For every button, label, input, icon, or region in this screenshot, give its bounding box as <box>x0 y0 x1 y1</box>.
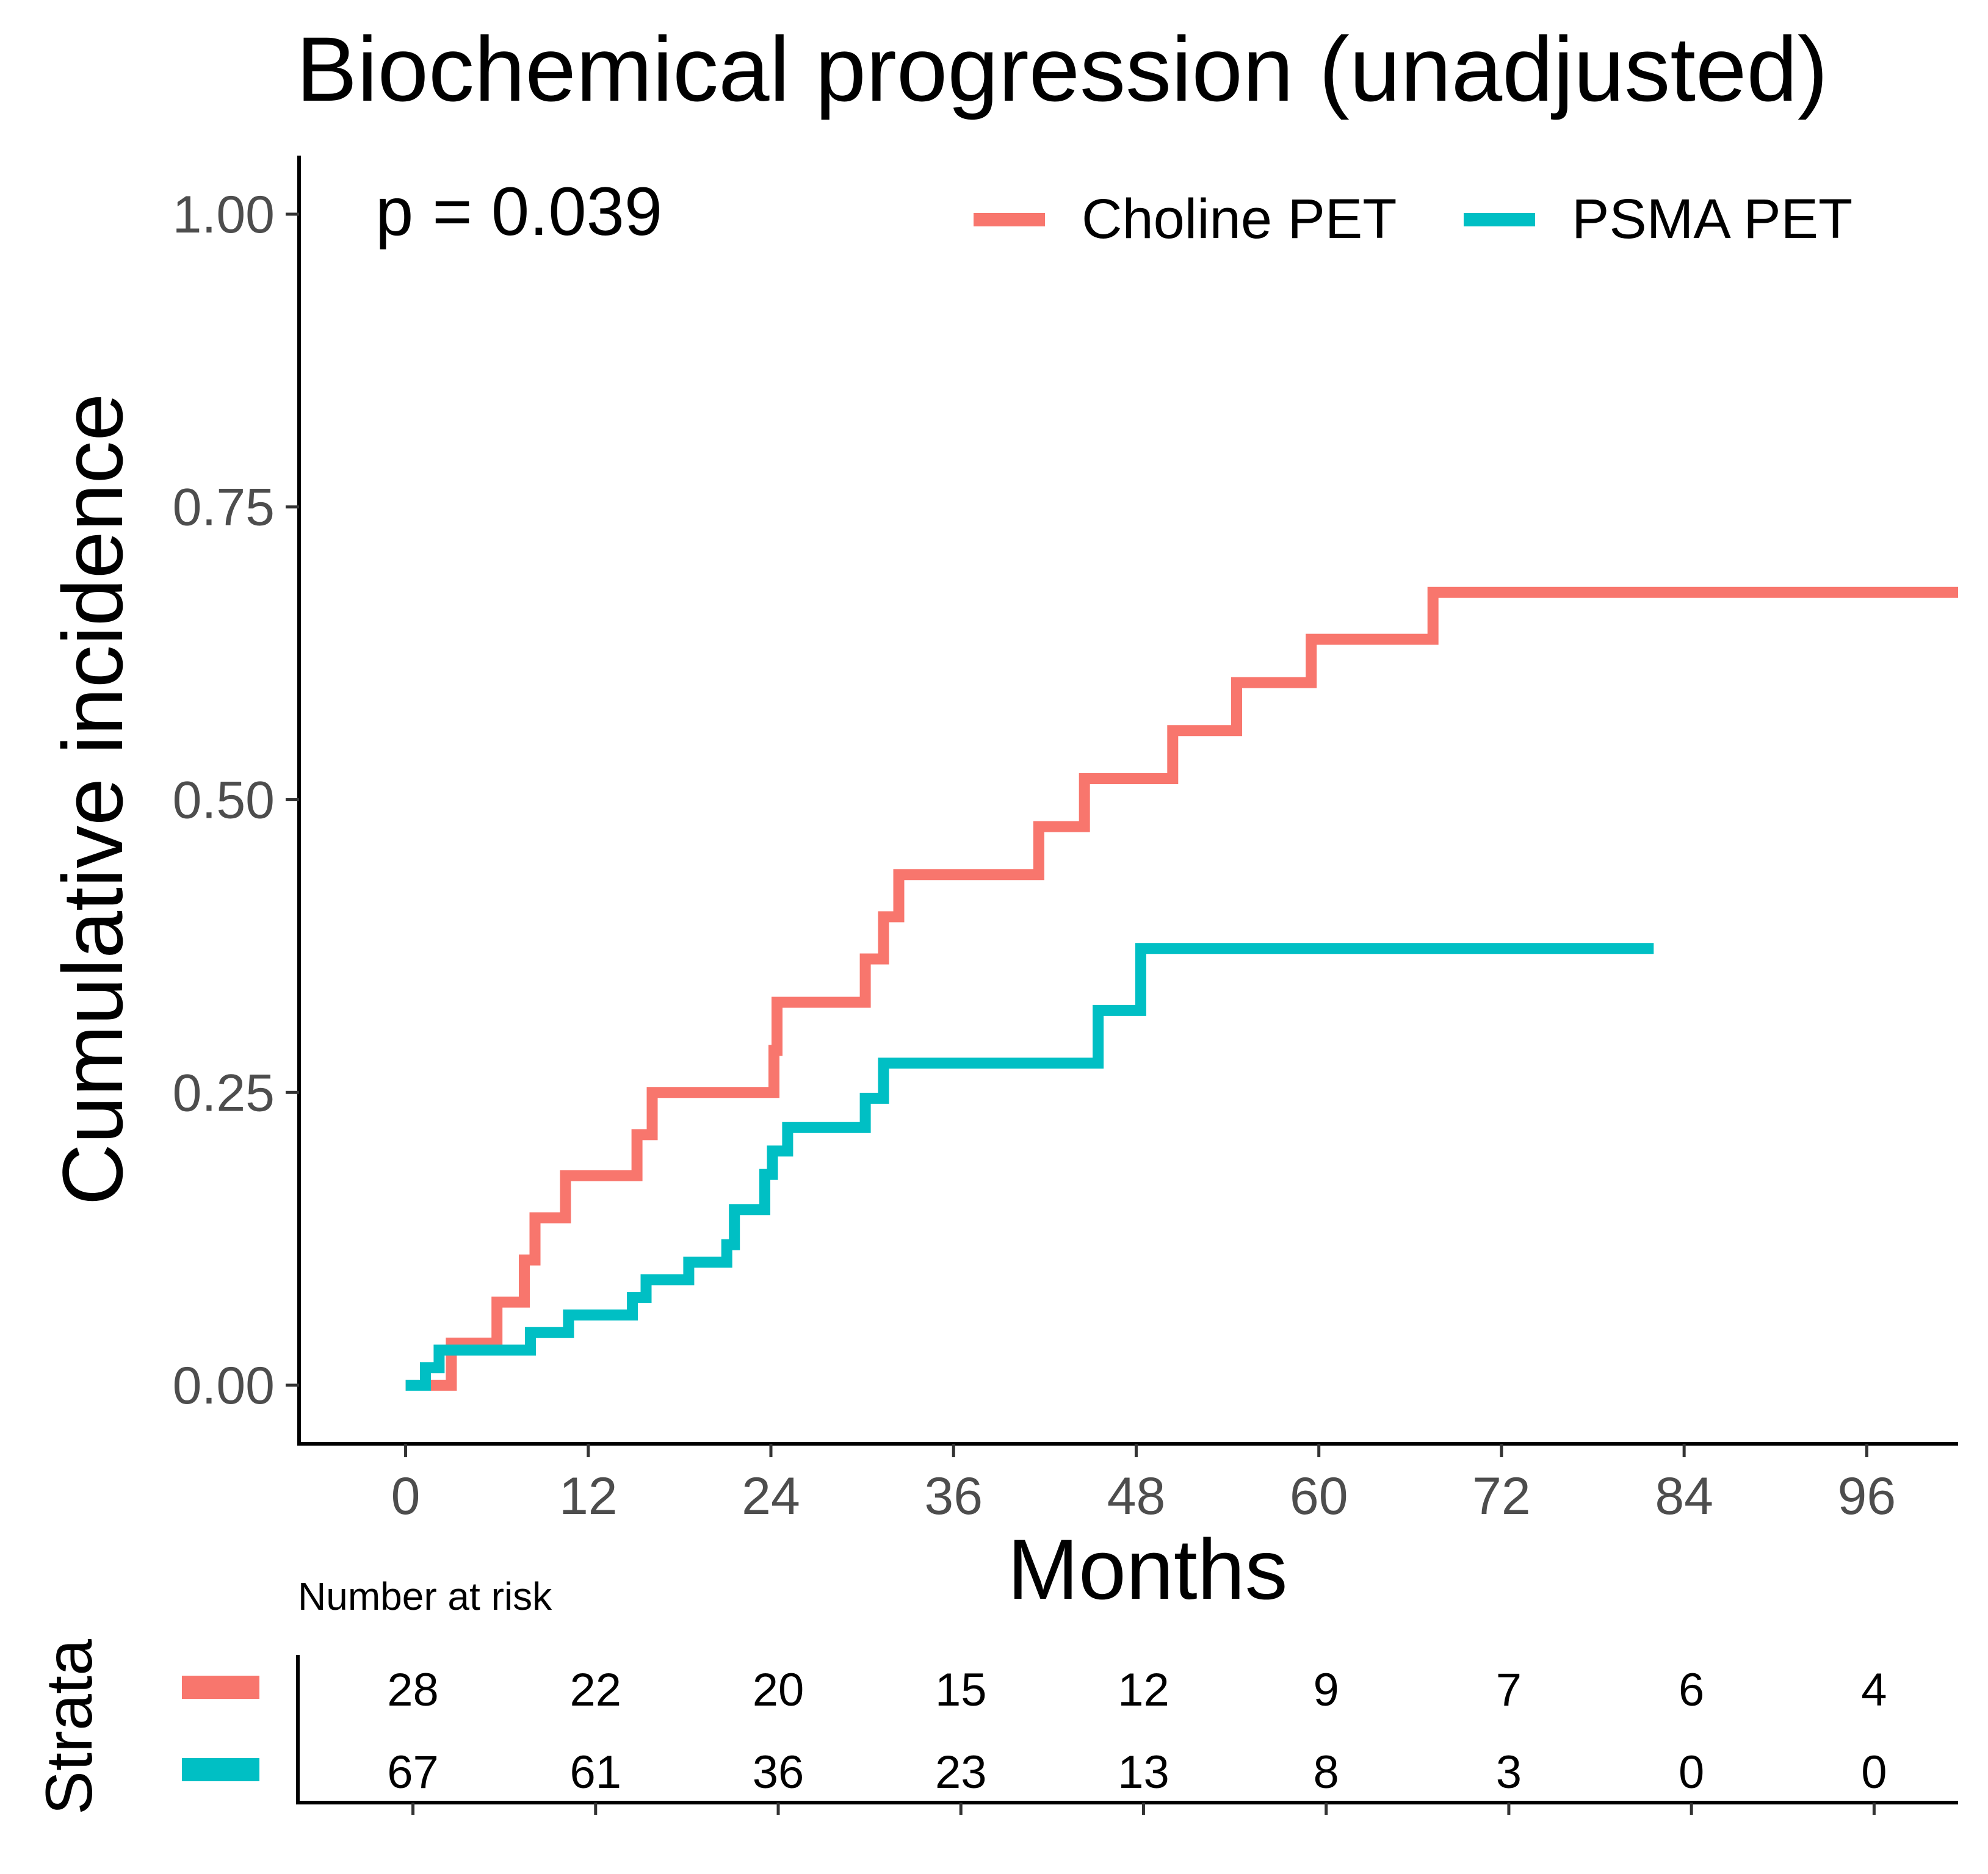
chart-title: Biochemical progression (unadjusted) <box>296 18 1828 120</box>
risk-cell: 61 <box>570 1746 622 1798</box>
x-tick-label: 24 <box>742 1467 800 1526</box>
risk-cell: 0 <box>1679 1746 1704 1798</box>
y-tick-label: 0.50 <box>173 771 275 830</box>
risk-cell: 3 <box>1496 1746 1522 1798</box>
risk-cell: 0 <box>1861 1746 1887 1798</box>
y-tick-label: 0.25 <box>173 1064 275 1122</box>
x-tick-label: 84 <box>1655 1467 1713 1526</box>
legend-label-choline: Choline PET <box>1082 188 1397 250</box>
plot-area: 0.00 0.25 0.50 0.75 1.00 0 12 24 36 48 60 72 84 96 <box>173 156 1958 1526</box>
series-line-0 <box>405 586 1958 1391</box>
y-tick-label: 0.75 <box>173 478 275 537</box>
risk-table: Number at risk Strata 28 22 20 15 12 9 7 6 4 67 61… <box>32 1574 1958 1815</box>
risk-cell: 12 <box>1118 1664 1169 1716</box>
risk-cell: 8 <box>1314 1746 1339 1798</box>
risk-cell: 36 <box>753 1746 804 1798</box>
risk-cell: 9 <box>1314 1664 1339 1716</box>
risk-cell: 6 <box>1679 1664 1704 1716</box>
y-tick-label: 1.00 <box>173 186 275 244</box>
risk-cell: 67 <box>387 1746 439 1798</box>
risk-cell: 23 <box>935 1746 987 1798</box>
x-tick-label: 36 <box>924 1467 983 1526</box>
x-tick-label: 96 <box>1838 1467 1896 1526</box>
risk-cell: 28 <box>387 1664 439 1716</box>
x-tick-label: 48 <box>1107 1467 1166 1526</box>
risk-cell: 20 <box>753 1664 804 1716</box>
risk-cell: 22 <box>570 1664 622 1716</box>
x-tick-label: 72 <box>1472 1467 1531 1526</box>
y-axis-title: Cumulative incidence <box>45 394 140 1206</box>
y-tick-label: 0.00 <box>173 1357 275 1415</box>
risk-cell: 13 <box>1118 1746 1169 1798</box>
p-value-annotation: p = 0.039 <box>375 173 662 250</box>
risk-table-title: Number at risk <box>298 1574 552 1618</box>
series-line-1 <box>405 943 1654 1391</box>
x-axis-title: Months <box>1007 1521 1287 1617</box>
risk-cell: 15 <box>935 1664 987 1716</box>
legend-label-psma: PSMA PET <box>1572 188 1852 250</box>
x-tick-label: 0 <box>391 1467 421 1526</box>
x-tick-label: 60 <box>1290 1467 1348 1526</box>
risk-cell: 7 <box>1496 1664 1522 1716</box>
strata-label: Strata <box>32 1638 106 1815</box>
legend: Choline PET PSMA PET <box>974 188 1852 250</box>
x-tick-label: 12 <box>559 1467 618 1526</box>
risk-cell: 4 <box>1861 1664 1887 1716</box>
